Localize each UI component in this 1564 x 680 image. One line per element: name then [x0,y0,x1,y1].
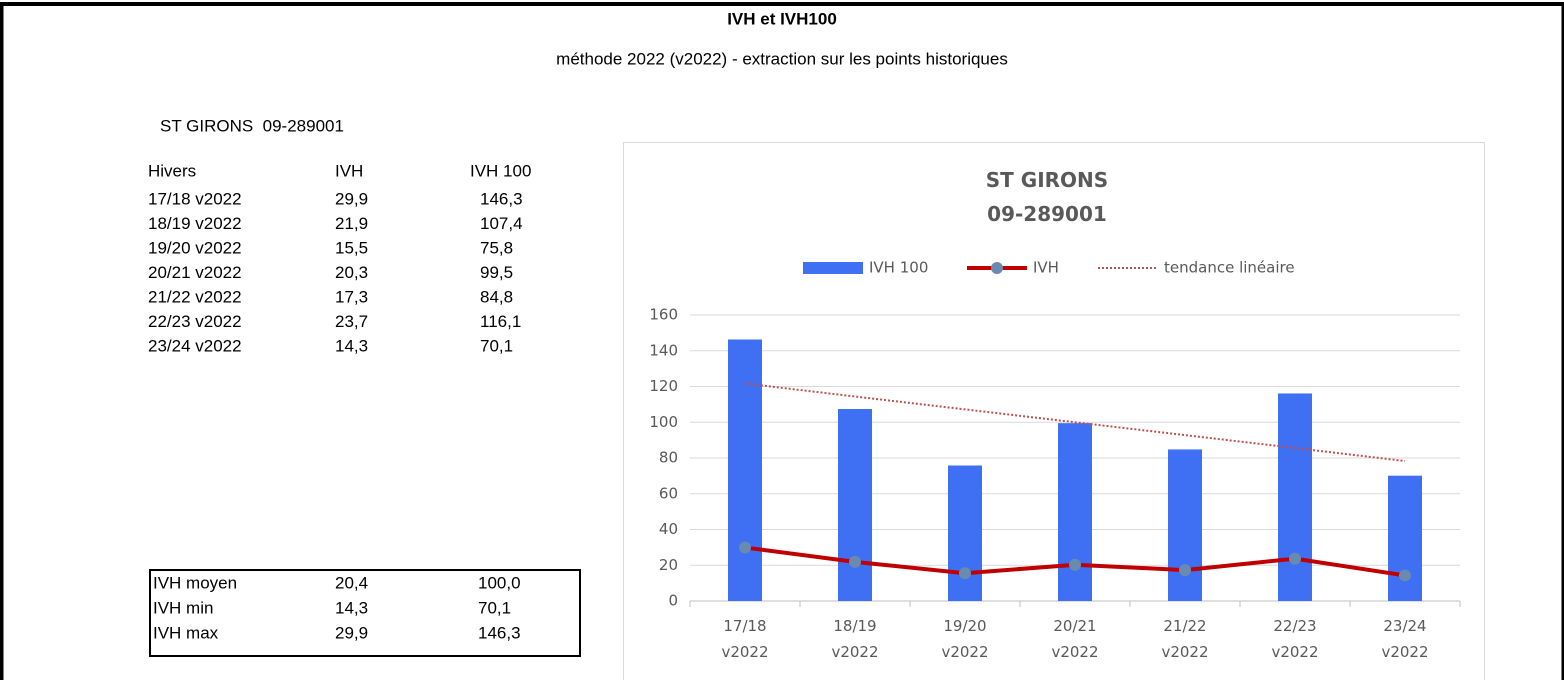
table-cell: 20/21 v2022 [148,263,242,282]
y-tick-label: 80 [659,449,678,467]
table-cell: 21,9 [335,214,368,233]
table-cell: 17,3 [335,287,368,306]
y-tick-label: 60 [659,484,678,502]
table-cell: 21/22 v2022 [148,287,242,306]
table-cell: 107,4 [480,214,523,233]
table-cell: 18/19 v2022 [148,214,242,233]
bar [1388,475,1422,601]
bar [1278,393,1312,601]
bar [838,409,872,601]
stats-cell: IVH max [153,623,219,642]
x-tick-label: 20/21 v2022 [1051,617,1099,661]
y-tick-label: 120 [649,377,678,395]
chart-frame [623,142,1485,680]
table-cell: 23/24 v2022 [148,336,242,355]
table-cell: 17/18 v2022 [148,189,242,208]
marker [1179,564,1191,577]
stats-cell: 100,0 [478,573,521,592]
table-cell: 84,8 [480,287,513,306]
bar [728,339,762,601]
table-cell: 14,3 [335,336,368,355]
legend-marker [991,262,1003,274]
trend-line [744,382,1406,463]
y-tick-label: 100 [649,413,678,431]
marker [739,541,751,554]
legend-label: tendance linéaire [1164,259,1295,277]
table-cell: 99,5 [480,263,513,282]
table-header: Hivers [148,161,196,180]
x-tick-label: 23/24 v2022 [1381,617,1429,661]
stats-box [149,569,581,657]
table-cell: 75,8 [480,238,513,257]
table-header: IVH [335,161,363,180]
table-cell: 116,1 [480,312,521,331]
y-tick-label: 20 [659,556,678,574]
stats-cell: 14,3 [335,598,368,617]
table-cell: 23,7 [335,312,368,331]
legend-swatch [803,262,863,274]
marker [1399,569,1411,582]
chart-title: ST GIRONS 09-289001 [985,168,1109,226]
bar [1058,423,1092,601]
table-header: IVH 100 [470,161,531,180]
sheet-subtitle: méthode 2022 (v2022) - extraction sur le… [556,49,1008,68]
bar [1168,449,1202,601]
stats-cell: 20,4 [335,573,368,592]
x-tick-label: 17/18 v2022 [721,617,769,661]
marker [959,567,971,580]
table-cell: 20,3 [335,263,368,282]
y-tick-label: 40 [659,520,678,538]
table-cell: 15,5 [335,238,368,257]
stats-cell: IVH moyen [153,573,237,592]
stats-cell: 29,9 [335,623,368,642]
marker [849,555,861,568]
legend-label: IVH 100 [869,259,928,277]
stats-cell: 70,1 [478,598,511,617]
y-tick-label: 160 [649,306,678,324]
marker [1069,558,1081,571]
sheet-title: IVH et IVH100 [727,9,837,28]
x-tick-label: 18/19 v2022 [831,617,879,661]
x-tick-label: 22/23 v2022 [1271,617,1319,661]
table-cell: 22/23 v2022 [148,312,242,331]
y-tick-label: 140 [649,341,678,359]
x-tick-label: 19/20 v2022 [941,617,989,661]
marker [1289,552,1301,565]
table-cell: 70,1 [480,336,513,355]
stats-cell: IVH min [153,598,213,617]
table-cell: 29,9 [335,189,368,208]
table-cell: 19/20 v2022 [148,238,242,257]
stats-cell: 146,3 [478,623,521,642]
x-tick-label: 21/22 v2022 [1161,617,1209,661]
table-cell: 146,3 [480,189,523,208]
bar [948,465,982,601]
legend-label: IVH [1033,259,1059,277]
station: ST GIRONS 09-289001 [160,116,344,135]
y-tick-label: 0 [668,592,678,610]
